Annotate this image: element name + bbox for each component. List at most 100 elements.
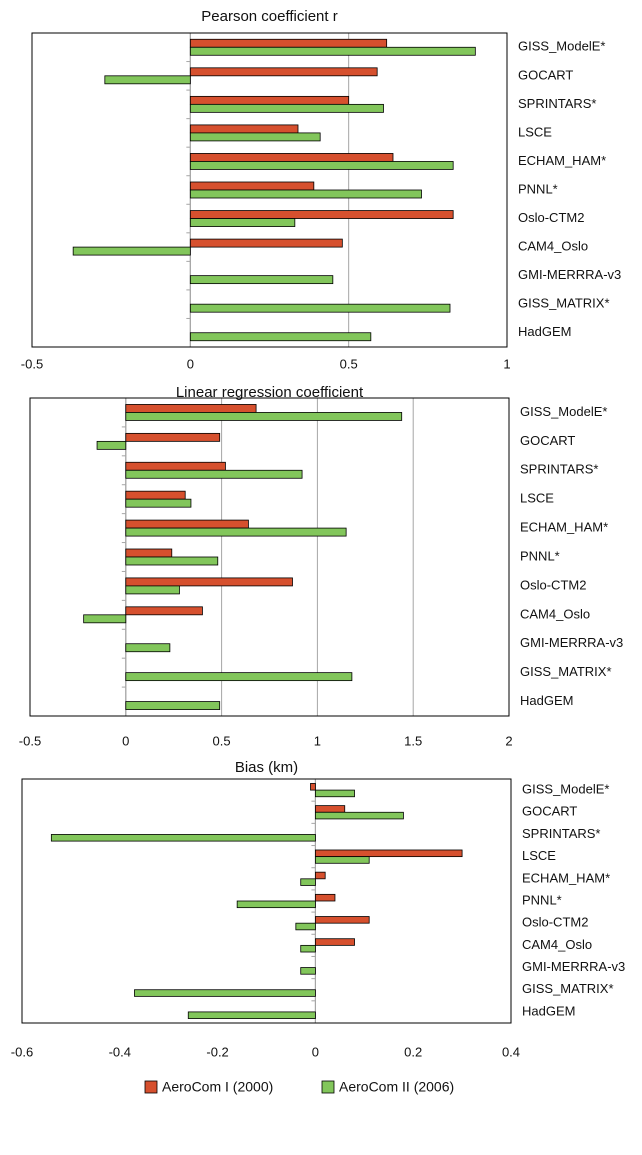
x-tick-label: 1 <box>503 356 510 371</box>
x-tick-label: 1 <box>314 733 321 748</box>
x-tick-label: 0.4 <box>502 1044 520 1059</box>
bar <box>104 75 191 85</box>
bar <box>189 238 343 248</box>
bar <box>189 161 454 170</box>
bar <box>314 871 326 880</box>
plot-frame <box>31 32 508 348</box>
bar <box>314 805 346 813</box>
x-tick-label: -0.4 <box>109 1044 131 1059</box>
y-tick-label: LSCE <box>522 848 556 863</box>
bar <box>189 218 296 227</box>
bar <box>300 878 316 886</box>
y-tick-label: LSCE <box>518 124 552 139</box>
y-tick-label: GOCART <box>520 433 575 448</box>
y-tick-label: LSCE <box>520 491 554 506</box>
bar <box>189 153 394 162</box>
bar <box>125 643 171 653</box>
chart-title: Pearson coefficient r <box>201 8 337 25</box>
bar <box>189 132 321 142</box>
y-tick-label: CAM4_Oslo <box>522 937 592 952</box>
y-tick-label: ECHAM_HAM* <box>520 520 608 535</box>
bar <box>189 189 422 199</box>
bar <box>125 412 403 421</box>
bar <box>236 900 316 909</box>
bar <box>295 922 316 931</box>
bar <box>189 103 384 113</box>
bar <box>125 461 226 471</box>
bar <box>125 548 173 558</box>
y-tick-label: SPRINTARS* <box>520 462 599 477</box>
bar <box>314 789 355 798</box>
y-tick-label: HadGEM <box>522 1003 575 1018</box>
bar <box>314 893 336 902</box>
y-tick-label: ECHAM_HAM* <box>518 153 606 168</box>
bar <box>125 577 293 587</box>
bar <box>187 1011 316 1019</box>
bar <box>50 834 316 842</box>
y-tick-label: PNNL* <box>522 892 562 907</box>
bar <box>125 585 180 595</box>
bar <box>314 856 370 864</box>
bar <box>314 916 370 924</box>
bar <box>189 67 378 77</box>
y-tick-label: Oslo-CTM2 <box>518 210 584 225</box>
bar <box>314 849 463 858</box>
x-tick-label: 0.5 <box>340 356 358 371</box>
bar <box>314 811 404 820</box>
legend-label: AeroCom I (2000) <box>162 1079 273 1095</box>
bar <box>189 124 299 134</box>
y-tick-label: GISS_ModelE* <box>520 404 607 419</box>
bar <box>125 469 303 479</box>
y-tick-label: GMI-MERRRA-v3 <box>520 635 623 650</box>
y-tick-label: GMI-MERRRA-v3 <box>518 267 621 282</box>
bar <box>189 46 476 56</box>
bar <box>125 556 219 566</box>
bar <box>134 989 316 997</box>
y-tick-label: PNNL* <box>520 548 560 563</box>
y-tick-label: GISS_MATRIX* <box>522 981 614 996</box>
bar <box>189 210 454 219</box>
y-tick-label: GISS_ModelE* <box>522 782 609 797</box>
x-tick-label: 0 <box>312 1044 319 1059</box>
y-tick-label: ECHAM_HAM* <box>522 870 610 885</box>
bar <box>125 432 221 442</box>
bar <box>314 938 355 946</box>
x-tick-label: 0 <box>187 356 194 371</box>
x-tick-label: 0.2 <box>404 1044 422 1059</box>
bar <box>189 38 388 48</box>
y-tick-label: GOCART <box>518 67 573 82</box>
chart-title: Bias (km) <box>235 759 298 776</box>
bar <box>300 944 316 953</box>
bar <box>125 672 353 682</box>
plot-frame <box>21 778 512 1024</box>
bar <box>189 332 372 342</box>
bar <box>125 527 347 537</box>
y-tick-label: CAM4_Oslo <box>518 239 588 254</box>
bar <box>189 95 350 105</box>
bar <box>125 701 221 710</box>
x-tick-label: -0.6 <box>11 1044 33 1059</box>
bar <box>83 614 127 624</box>
y-tick-label: Oslo-CTM2 <box>520 577 586 592</box>
y-tick-label: SPRINTARS* <box>518 96 597 111</box>
bar <box>125 606 203 616</box>
y-tick-label: GMI-MERRRA-v3 <box>522 959 625 974</box>
legend-swatch <box>321 1080 335 1094</box>
bar <box>125 519 249 529</box>
x-tick-label: 0 <box>122 733 129 748</box>
y-tick-label: GISS_MATRIX* <box>518 296 610 311</box>
legend-label: AeroCom II (2006) <box>339 1079 454 1095</box>
chart-title: Linear regression coefficient <box>176 384 364 401</box>
y-tick-label: GISS_ModelE* <box>518 39 605 54</box>
bar <box>125 498 192 508</box>
x-tick-label: 1.5 <box>404 733 422 748</box>
y-tick-label: GOCART <box>522 804 577 819</box>
bar <box>189 275 334 285</box>
bar <box>96 440 127 450</box>
plot-frame <box>29 397 510 717</box>
y-tick-label: Oslo-CTM2 <box>522 915 588 930</box>
legend-swatch <box>144 1080 158 1094</box>
y-tick-label: GISS_MATRIX* <box>520 664 612 679</box>
y-tick-label: HadGEM <box>518 324 571 339</box>
